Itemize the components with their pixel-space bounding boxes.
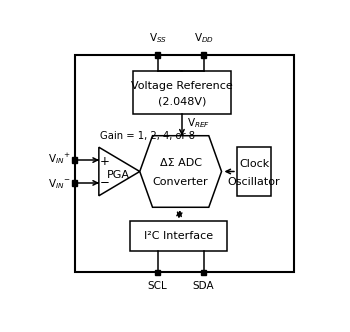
Polygon shape (140, 136, 222, 207)
Text: Converter: Converter (153, 177, 209, 187)
Bar (133, 70, 231, 114)
Text: SCL: SCL (148, 282, 168, 291)
Bar (155, 270, 160, 275)
Text: +: + (99, 155, 110, 168)
Bar (201, 270, 206, 275)
Bar (130, 221, 227, 251)
Text: (2.048V): (2.048V) (158, 97, 206, 107)
Polygon shape (99, 147, 140, 196)
Text: −: − (99, 177, 110, 190)
Text: V$_{SS}$: V$_{SS}$ (148, 31, 167, 45)
Bar (201, 52, 206, 58)
Bar (155, 52, 160, 58)
Text: V$_{REF}$: V$_{REF}$ (187, 117, 210, 130)
Text: Clock: Clock (239, 159, 269, 169)
Text: ΔΣ ADC: ΔΣ ADC (160, 158, 202, 168)
Text: V$_{IN}$$^{+}$: V$_{IN}$$^{+}$ (48, 151, 71, 166)
Text: V$_{IN}$$^{-}$: V$_{IN}$$^{-}$ (48, 177, 71, 191)
Text: SDA: SDA (193, 282, 215, 291)
Text: Voltage Reference: Voltage Reference (131, 81, 233, 91)
Bar (75, 55, 294, 273)
Bar (237, 147, 271, 196)
Text: Gain = 1, 2, 4, or 8: Gain = 1, 2, 4, or 8 (100, 131, 195, 141)
Text: V$_{DD}$: V$_{DD}$ (194, 31, 214, 45)
Text: I²C Interface: I²C Interface (144, 231, 213, 241)
Text: Oscillator: Oscillator (228, 177, 280, 187)
Bar (72, 180, 77, 186)
Text: PGA: PGA (106, 170, 130, 180)
Bar (72, 157, 77, 163)
